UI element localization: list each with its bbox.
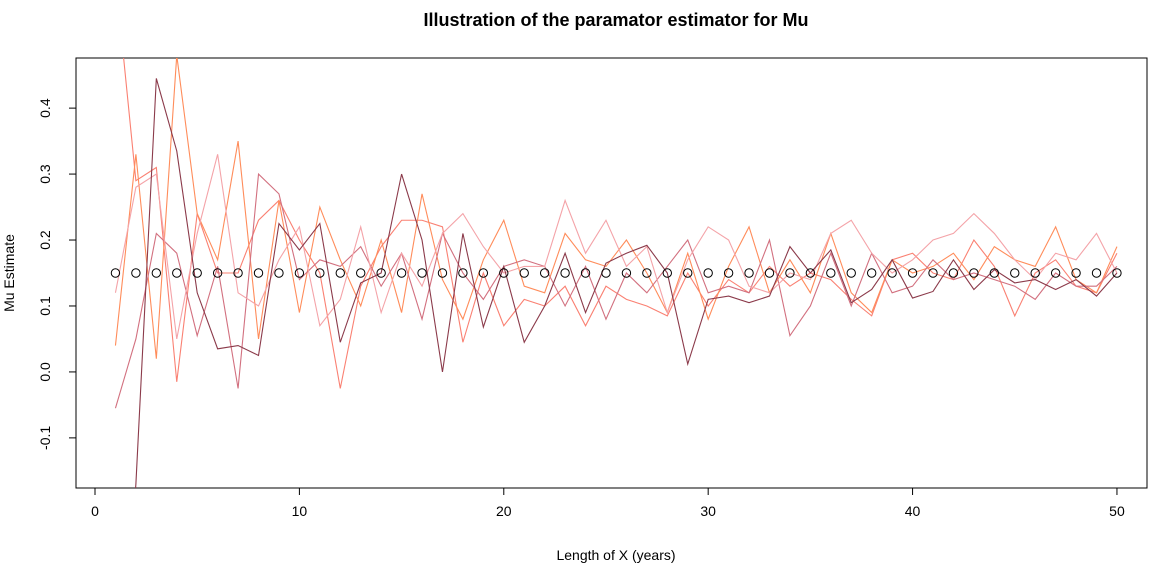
x-tick-label: 40	[905, 503, 921, 519]
point	[1010, 268, 1020, 278]
x-axis-label: Length of X (years)	[556, 547, 675, 563]
y-tick-label: 0.0	[37, 362, 53, 382]
x-tick-label: 0	[91, 503, 99, 519]
x-tick-label: 50	[1109, 503, 1125, 519]
x-tick-label: 30	[700, 503, 716, 519]
point	[764, 268, 775, 278]
point	[1050, 268, 1061, 278]
point	[846, 268, 856, 278]
series-line	[135, 78, 1118, 488]
y-tick-label: -0.1	[37, 426, 53, 450]
series-line	[114, 172, 1118, 409]
point	[233, 268, 243, 278]
point	[417, 268, 427, 278]
point	[253, 268, 264, 278]
point	[274, 268, 284, 278]
point	[192, 268, 202, 278]
point	[928, 268, 938, 278]
point	[723, 268, 734, 278]
point	[172, 268, 182, 278]
point	[683, 268, 693, 278]
y-axis-label: Mu Estimate	[1, 234, 17, 312]
point	[785, 268, 795, 278]
point	[131, 268, 141, 278]
plot-area	[110, 58, 1122, 488]
y-tick-label: 0.1	[37, 296, 53, 316]
point	[1091, 268, 1102, 278]
point	[989, 268, 1000, 278]
point	[396, 268, 407, 278]
point	[826, 268, 836, 278]
point	[110, 268, 121, 278]
point	[866, 268, 877, 278]
point	[703, 268, 713, 278]
point	[580, 268, 591, 278]
plot-frame	[75, 57, 1148, 489]
point	[621, 268, 632, 278]
point	[315, 268, 325, 278]
y-tick-label: 0.2	[37, 230, 53, 250]
point	[499, 268, 509, 278]
point	[294, 268, 305, 278]
chart-title: Illustration of the paramator estimator …	[423, 10, 808, 30]
point	[356, 268, 366, 278]
point	[969, 268, 979, 278]
point	[948, 268, 959, 278]
y-tick-label: 0.4	[37, 98, 53, 118]
point	[560, 268, 570, 278]
point	[1112, 268, 1122, 278]
point	[907, 268, 918, 278]
point	[744, 268, 754, 278]
point	[437, 268, 448, 278]
point	[601, 268, 611, 278]
point	[1030, 268, 1040, 278]
point	[212, 268, 223, 278]
point	[1071, 268, 1081, 278]
point	[887, 268, 897, 278]
point	[151, 268, 162, 278]
series-line	[114, 154, 1118, 340]
point	[458, 268, 468, 278]
x-tick-label: 20	[496, 503, 512, 519]
point	[642, 268, 652, 278]
point	[478, 268, 489, 278]
point	[376, 268, 386, 278]
y-tick-label: 0.3	[37, 164, 53, 184]
point	[662, 268, 672, 278]
point	[519, 268, 529, 278]
point	[805, 268, 816, 278]
point	[335, 268, 345, 278]
x-tick-label: 10	[292, 503, 308, 519]
series-line	[114, 58, 1118, 359]
point	[539, 268, 550, 278]
